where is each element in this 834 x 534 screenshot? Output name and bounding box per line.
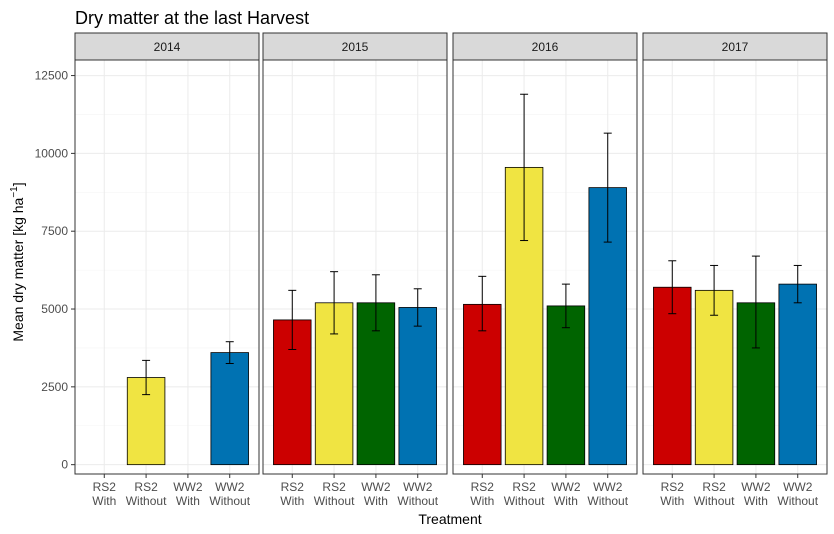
x-tick-label: WW2 <box>403 480 433 494</box>
y-tick-label: 2500 <box>41 380 68 394</box>
error-bar <box>793 264 802 304</box>
x-tick-label-sub: Without <box>504 494 545 508</box>
x-tick-label: RS2 <box>471 480 495 494</box>
x-tick-label-sub: With <box>660 494 684 508</box>
x-tick-label: WW2 <box>783 480 813 494</box>
x-tick-label-sub: With <box>280 494 304 508</box>
x-tick-label: RS2 <box>322 480 346 494</box>
y-axis-title-end: ] <box>10 182 26 186</box>
error-bar <box>225 341 234 364</box>
x-tick-label-sub: With <box>176 494 200 508</box>
y-tick-label: 7500 <box>41 224 68 238</box>
panel-border <box>74 59 260 475</box>
y-tick-label: 12500 <box>35 69 69 83</box>
x-tick-label: RS2 <box>512 480 536 494</box>
x-tick-label: RS2 <box>661 480 685 494</box>
x-tick-label: RS2 <box>281 480 305 494</box>
x-tick-label: WW2 <box>551 480 581 494</box>
x-tick-label-sub: With <box>470 494 494 508</box>
x-tick-label: RS2 <box>134 480 158 494</box>
y-tick-label: 10000 <box>35 146 69 160</box>
facet-strip-label: 2015 <box>342 40 369 54</box>
x-tick-label: RS2 <box>93 480 117 494</box>
x-tick-label-sub: Without <box>777 494 818 508</box>
error-bar <box>478 275 487 332</box>
error-bar <box>142 359 151 396</box>
panel-border <box>642 59 828 475</box>
facet-strip-label: 2014 <box>154 40 181 54</box>
facet-panels: 2014RS2WithRS2WithoutWW2WithWW2Without20… <box>74 32 828 508</box>
x-tick-label-sub: With <box>92 494 116 508</box>
panel-border <box>262 59 448 475</box>
x-tick-label-sub: Without <box>694 494 735 508</box>
error-bar <box>288 289 297 350</box>
chart-title: Dry matter at the last Harvest <box>75 8 309 28</box>
bar <box>398 307 437 466</box>
error-bar <box>413 288 422 327</box>
x-tick-label-sub: With <box>554 494 578 508</box>
x-tick-label-sub: Without <box>587 494 628 508</box>
y-axis-title-superscript: −1 <box>9 186 20 198</box>
error-bar <box>330 271 339 335</box>
y-axis-title: Mean dry matter [kg ha−1] <box>9 182 26 341</box>
x-tick-label-sub: Without <box>126 494 167 508</box>
y-tick-label: 5000 <box>41 302 68 316</box>
error-bar <box>710 264 719 316</box>
error-bar <box>668 260 677 315</box>
x-tick-label-sub: With <box>364 494 388 508</box>
x-tick-label-sub: Without <box>314 494 355 508</box>
bar <box>694 289 734 466</box>
x-tick-label-sub: Without <box>209 494 250 508</box>
bar <box>210 352 249 466</box>
error-bar <box>603 132 612 243</box>
error-bar <box>561 283 570 329</box>
x-tick-label: WW2 <box>361 480 391 494</box>
x-tick-label-sub: With <box>744 494 768 508</box>
error-bar <box>371 274 380 332</box>
facet-strip <box>452 32 638 61</box>
y-tick-label: 0 <box>61 458 68 472</box>
panel-border <box>452 59 638 475</box>
facet-strip <box>262 32 448 61</box>
error-bar <box>520 93 529 242</box>
facet-strip <box>642 32 828 61</box>
error-bar <box>751 255 760 349</box>
facet-strip-label: 2016 <box>532 40 559 54</box>
x-tick-label: RS2 <box>702 480 726 494</box>
y-axis: 0 2500 5000 7500 10000 12500 <box>35 69 75 472</box>
bar <box>546 305 586 466</box>
x-tick-label: WW2 <box>215 480 245 494</box>
x-tick-label-sub: Without <box>397 494 438 508</box>
x-tick-label: WW2 <box>741 480 771 494</box>
bar <box>778 283 817 466</box>
x-tick-label: WW2 <box>173 480 203 494</box>
bar <box>736 302 776 466</box>
x-axis-title: Treatment <box>418 511 481 527</box>
x-tick-label: WW2 <box>593 480 623 494</box>
y-axis-title-main: Mean dry matter [kg ha <box>10 197 26 341</box>
facet-strip-label: 2017 <box>722 40 749 54</box>
